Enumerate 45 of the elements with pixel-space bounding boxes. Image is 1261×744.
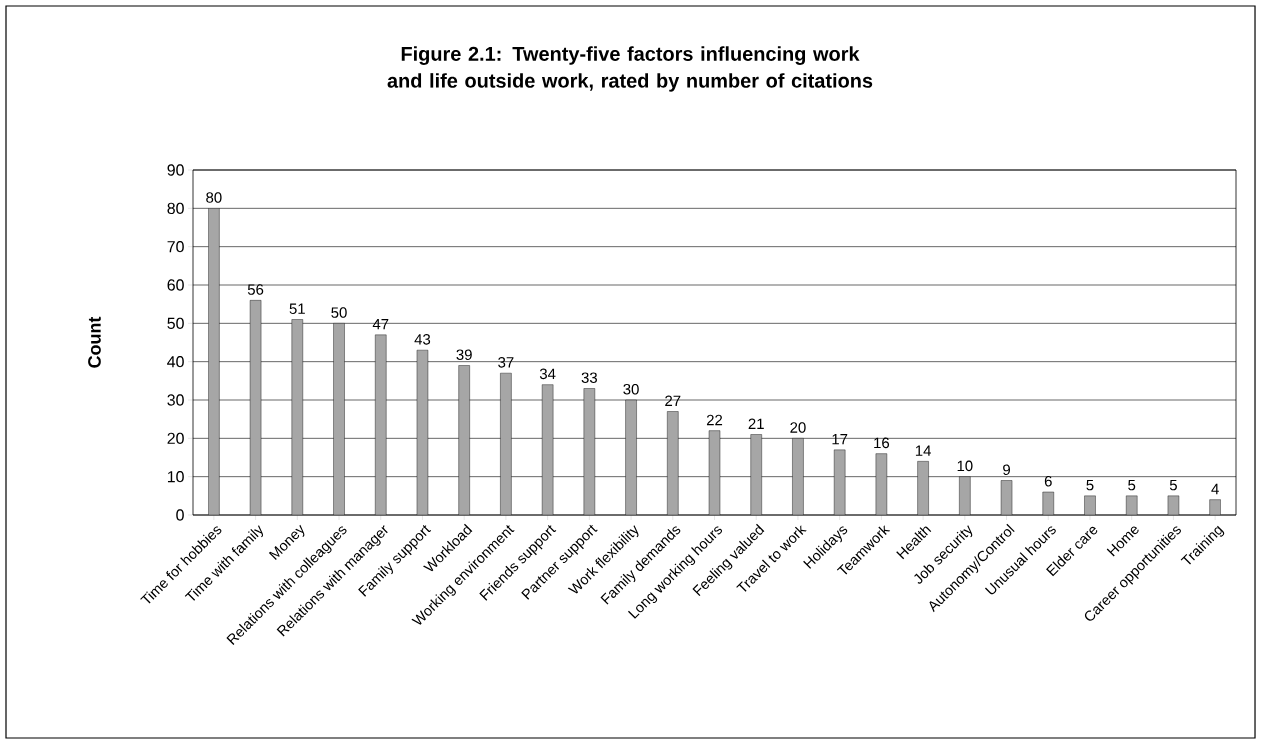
y-tick-label: 0 <box>176 509 184 521</box>
bar <box>458 365 470 515</box>
data-label: 50 <box>331 307 347 318</box>
data-label: 5 <box>1128 479 1136 491</box>
bar <box>375 334 387 515</box>
data-label: 21 <box>748 418 764 429</box>
bar <box>208 208 220 515</box>
data-label: 43 <box>414 334 431 345</box>
data-label: 6 <box>1044 475 1052 487</box>
data-label: 37 <box>498 357 514 368</box>
bar <box>583 388 596 515</box>
y-tick-label: 60 <box>167 279 184 291</box>
bar <box>667 411 679 515</box>
data-label: 4 <box>1211 483 1219 495</box>
data-label: 9 <box>1003 464 1010 475</box>
data-label: 39 <box>456 349 472 360</box>
data-label: 51 <box>289 303 305 314</box>
data-label: 5 <box>1169 479 1177 491</box>
chart-title: Figure 2.1: Twenty-five factors influencing work and life outside work, rated by number of citations <box>387 46 873 92</box>
data-label: 34 <box>539 368 556 380</box>
data-label: 10 <box>957 460 973 472</box>
data-label: 5 <box>1086 479 1094 491</box>
y-tick-label: 90 <box>167 164 184 176</box>
y-axis-title: Count <box>88 316 101 368</box>
data-label: 27 <box>665 395 681 406</box>
y-tick-label: 10 <box>167 471 184 483</box>
data-label: 14 <box>915 445 931 456</box>
data-label: 30 <box>623 383 639 395</box>
y-tick-label: 40 <box>167 356 184 368</box>
y-tick-label: 20 <box>167 432 184 444</box>
data-label: 56 <box>247 284 264 295</box>
bar <box>333 323 345 515</box>
y-tick-label: 80 <box>167 202 184 214</box>
data-label: 22 <box>706 414 723 426</box>
data-label: 80 <box>206 192 222 203</box>
y-tick-label: 50 <box>167 317 184 329</box>
data-label: 16 <box>874 437 890 449</box>
y-tick-label: 70 <box>167 241 184 253</box>
data-label: 47 <box>372 319 389 330</box>
data-label: 17 <box>832 434 848 445</box>
bar <box>500 372 512 515</box>
data-label: 20 <box>790 422 806 433</box>
bar <box>291 319 303 515</box>
data-label: 33 <box>581 372 597 383</box>
y-tick-label: 30 <box>167 394 184 406</box>
